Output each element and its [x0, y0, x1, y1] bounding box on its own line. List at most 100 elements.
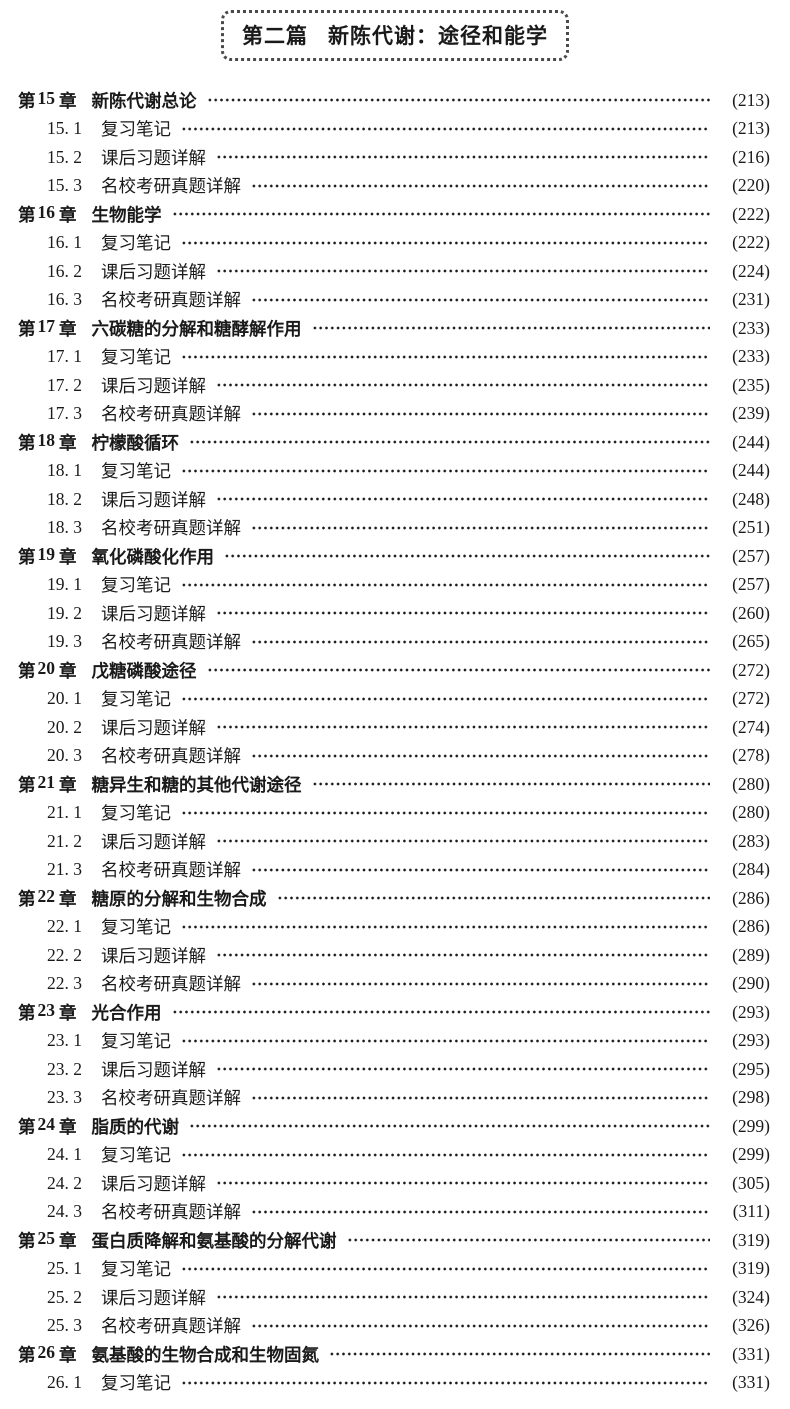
- chapter-title: 糖异生和糖的其他代谢途径: [91, 774, 302, 795]
- item-title: 名校考研真题详解: [101, 1088, 241, 1109]
- chapter-number-suffix: 章: [59, 1344, 77, 1365]
- item-title: 名校考研真题详解: [101, 746, 241, 767]
- toc-item-row: 20. 1 复习笔记 (272): [18, 685, 770, 714]
- page-number: (220): [732, 175, 770, 196]
- toc-item-row: 26. 1 复习笔记 (331): [18, 1369, 770, 1398]
- chapter-number-prefix: 第: [18, 1116, 36, 1137]
- item-number: 20. 2: [47, 716, 82, 737]
- dot-leader: [180, 352, 710, 361]
- dot-leader: [310, 324, 710, 333]
- toc-chapter-row: 第 17 章六碳糖的分解和糖酵解作用 (233): [18, 314, 770, 343]
- item-title: 课后习题详解: [101, 489, 206, 510]
- page-number: (244): [732, 460, 770, 481]
- page-number: (244): [732, 431, 770, 452]
- item-number: 24. 3: [47, 1201, 82, 1222]
- item-number: 17. 2: [47, 374, 82, 395]
- chapter-number-digits: 25: [37, 1227, 56, 1248]
- toc-item-row: 25. 3 名校考研真题详解 (326): [18, 1312, 770, 1341]
- toc-item-row: 18. 2 课后习题详解 (248): [18, 485, 770, 514]
- page-number: (299): [732, 1144, 770, 1165]
- item-title: 复习笔记: [101, 461, 171, 482]
- chapter-number: 第 15 章: [18, 88, 77, 113]
- page-number: (222): [732, 232, 770, 253]
- page-number: (283): [732, 830, 770, 851]
- item-title: 复习笔记: [101, 803, 171, 824]
- dot-leader: [180, 466, 710, 475]
- dot-leader: [215, 381, 710, 390]
- page-number: (216): [732, 146, 770, 167]
- chapter-number-prefix: 第: [18, 1230, 36, 1251]
- item-number: 22. 1: [47, 916, 82, 937]
- chapter-number-digits: 16: [37, 201, 56, 222]
- toc-chapter-row: 第 25 章蛋白质降解和氨基酸的分解代谢 (319): [18, 1226, 770, 1255]
- item-title: 复习笔记: [101, 689, 171, 710]
- dot-leader: [215, 495, 710, 504]
- chapter-number-prefix: 第: [18, 204, 36, 225]
- dot-leader: [180, 808, 710, 817]
- item-number: 15. 3: [47, 175, 82, 196]
- dot-leader: [180, 124, 710, 133]
- chapter-title: 脂质的代谢: [91, 1116, 180, 1137]
- item-number: 16. 2: [47, 260, 82, 281]
- item-number: 19. 3: [47, 631, 82, 652]
- page-number: (289): [732, 944, 770, 965]
- dot-leader: [170, 210, 710, 219]
- chapter-number-suffix: 章: [59, 204, 77, 225]
- chapter-title: 六碳糖的分解和糖酵解作用: [91, 318, 302, 339]
- item-number: 19. 1: [47, 574, 82, 595]
- dot-leader: [250, 523, 710, 532]
- item-number: 23. 1: [47, 1030, 82, 1051]
- item-number: 25. 3: [47, 1315, 82, 1336]
- page-number: (274): [732, 716, 770, 737]
- toc-item-row: 22. 3 名校考研真题详解 (290): [18, 970, 770, 999]
- item-title: 课后习题详解: [101, 1059, 206, 1080]
- item-number: 16. 1: [47, 232, 82, 253]
- page-number: (213): [732, 89, 770, 110]
- toc-chapter-row: 第 18 章柠檬酸循环 (244): [18, 428, 770, 457]
- chapter-number-suffix: 章: [59, 432, 77, 453]
- dot-leader: [310, 780, 710, 789]
- dot-leader: [250, 865, 710, 874]
- item-title: 复习笔记: [101, 1373, 171, 1394]
- chapter-number-digits: 23: [37, 999, 56, 1020]
- chapter-number-suffix: 章: [59, 1116, 77, 1137]
- toc-item-row: 25. 2 课后习题详解 (324): [18, 1283, 770, 1312]
- chapter-title: 氧化磷酸化作用: [91, 546, 215, 567]
- page-number: (295): [732, 1058, 770, 1079]
- toc-item-row: 22. 2 课后习题详解 (289): [18, 941, 770, 970]
- dot-leader: [205, 666, 710, 675]
- chapter-title: 新陈代谢总论: [91, 90, 197, 111]
- item-number: 24. 2: [47, 1172, 82, 1193]
- page-number: (231): [732, 289, 770, 310]
- dot-leader: [250, 751, 710, 760]
- item-title: 课后习题详解: [101, 717, 206, 738]
- item-number: 20. 1: [47, 688, 82, 709]
- item-title: 名校考研真题详解: [101, 632, 241, 653]
- toc-item-row: 24. 3 名校考研真题详解 (311): [18, 1198, 770, 1227]
- chapter-number-digits: 17: [37, 315, 56, 336]
- item-number: 21. 2: [47, 830, 82, 851]
- toc-item-row: 15. 2 课后习题详解 (216): [18, 143, 770, 172]
- item-number: 25. 2: [47, 1286, 82, 1307]
- page-number: (324): [732, 1286, 770, 1307]
- item-number: 16. 3: [47, 289, 82, 310]
- page-number: (213): [732, 118, 770, 139]
- dot-leader: [250, 295, 710, 304]
- dot-leader: [215, 267, 710, 276]
- toc-item-row: 24. 1 复习笔记 (299): [18, 1141, 770, 1170]
- item-title: 课后习题详解: [101, 375, 206, 396]
- item-title: 名校考研真题详解: [101, 176, 241, 197]
- chapter-number-prefix: 第: [18, 90, 36, 111]
- chapter-title: 柠檬酸循环: [91, 432, 180, 453]
- chapter-number-prefix: 第: [18, 888, 36, 909]
- toc-chapter-row: 第 19 章氧化磷酸化作用 (257): [18, 542, 770, 571]
- item-title: 名校考研真题详解: [101, 1316, 241, 1337]
- dot-leader: [180, 1264, 710, 1273]
- chapter-number-digits: 15: [37, 87, 56, 108]
- dot-leader: [180, 1150, 710, 1159]
- dot-leader: [215, 951, 710, 960]
- page-number: (248): [732, 488, 770, 509]
- chapter-number-prefix: 第: [18, 546, 36, 567]
- dot-leader: [250, 1321, 710, 1330]
- item-number: 22. 2: [47, 944, 82, 965]
